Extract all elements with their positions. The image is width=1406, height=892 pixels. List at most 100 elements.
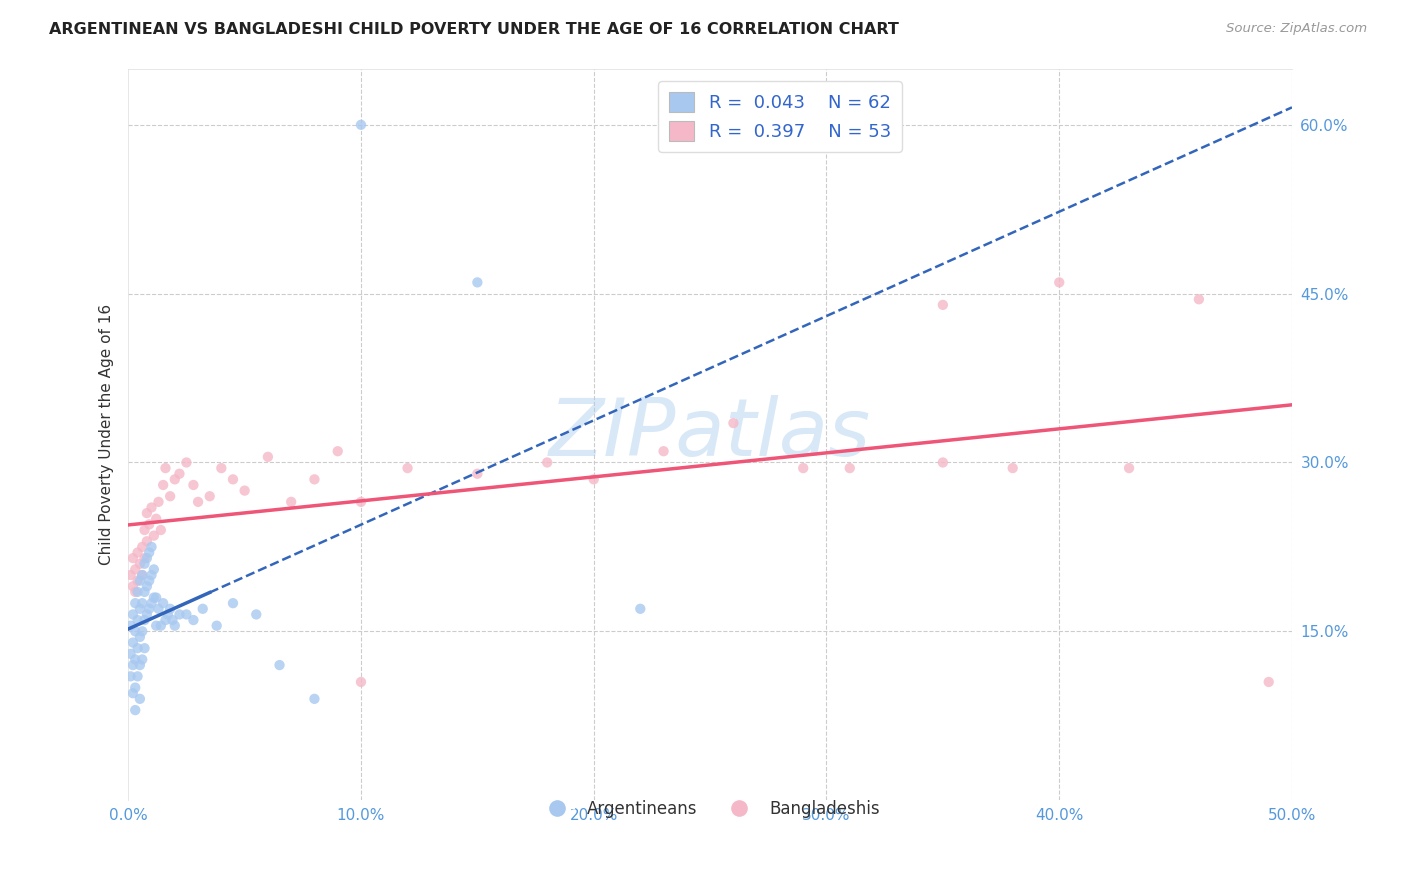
Point: [183, 478, 205, 492]
Point: [280, 495, 302, 509]
Point: [1118, 461, 1140, 475]
Point: [141, 500, 163, 515]
Point: [131, 568, 153, 582]
Point: [138, 545, 160, 559]
Point: [222, 472, 245, 486]
Point: [257, 450, 280, 464]
Point: [138, 517, 160, 532]
Point: [205, 618, 228, 632]
Point: [127, 574, 149, 588]
Point: [128, 574, 150, 588]
Point: [183, 613, 205, 627]
Point: [1188, 292, 1211, 306]
Legend: Argentineans, Bangladeshis: Argentineans, Bangladeshis: [534, 793, 887, 825]
Point: [128, 557, 150, 571]
Point: [304, 691, 326, 706]
Point: [152, 478, 174, 492]
Point: [191, 602, 214, 616]
Point: [122, 635, 145, 649]
Point: [127, 613, 149, 627]
Point: [467, 276, 489, 290]
Point: [127, 585, 149, 599]
Point: [135, 579, 157, 593]
Point: [134, 557, 156, 571]
Point: [159, 602, 181, 616]
Point: [145, 591, 167, 605]
Point: [304, 472, 326, 486]
Point: [149, 523, 172, 537]
Point: [152, 596, 174, 610]
Point: [138, 602, 160, 616]
Point: [124, 585, 146, 599]
Point: [134, 641, 156, 656]
Point: [233, 483, 256, 498]
Text: Source: ZipAtlas.com: Source: ZipAtlas.com: [1226, 22, 1367, 36]
Point: [124, 681, 146, 695]
Point: [932, 298, 955, 312]
Point: [124, 703, 146, 717]
Point: [135, 607, 157, 622]
Point: [128, 691, 150, 706]
Point: [122, 579, 145, 593]
Point: [156, 607, 179, 622]
Point: [142, 528, 165, 542]
Point: [131, 596, 153, 610]
Point: [128, 658, 150, 673]
Point: [176, 607, 198, 622]
Point: [128, 630, 150, 644]
Text: ZIPatlas: ZIPatlas: [550, 395, 872, 474]
Point: [120, 568, 142, 582]
Point: [145, 512, 167, 526]
Point: [582, 472, 605, 486]
Point: [131, 540, 153, 554]
Point: [187, 495, 209, 509]
Point: [142, 562, 165, 576]
Point: [163, 618, 186, 632]
Point: [134, 523, 156, 537]
Text: ARGENTINEAN VS BANGLADESHI CHILD POVERTY UNDER THE AGE OF 16 CORRELATION CHART: ARGENTINEAN VS BANGLADESHI CHILD POVERTY…: [49, 22, 898, 37]
Point: [141, 596, 163, 610]
Point: [122, 551, 145, 566]
Point: [932, 455, 955, 469]
Point: [209, 461, 232, 475]
Point: [169, 607, 191, 622]
Point: [169, 467, 191, 481]
Point: [122, 607, 145, 622]
Point: [245, 607, 267, 622]
Point: [124, 624, 146, 639]
Point: [628, 602, 651, 616]
Point: [269, 658, 291, 673]
Point: [124, 652, 146, 666]
Point: [145, 618, 167, 632]
Point: [350, 675, 373, 690]
Point: [396, 461, 419, 475]
Point: [148, 495, 170, 509]
Point: [198, 489, 221, 503]
Point: [131, 652, 153, 666]
Point: [131, 568, 153, 582]
Point: [138, 574, 160, 588]
Point: [122, 686, 145, 700]
Point: [120, 647, 142, 661]
Point: [142, 591, 165, 605]
Point: [176, 455, 198, 469]
Point: [723, 416, 745, 430]
Point: [134, 613, 156, 627]
Point: [120, 669, 142, 683]
Point: [134, 551, 156, 566]
Point: [131, 624, 153, 639]
Point: [1257, 675, 1279, 690]
Y-axis label: Child Poverty Under the Age of 16: Child Poverty Under the Age of 16: [100, 304, 114, 565]
Point: [141, 540, 163, 554]
Point: [148, 602, 170, 616]
Point: [135, 534, 157, 549]
Point: [163, 472, 186, 486]
Point: [120, 618, 142, 632]
Point: [135, 506, 157, 520]
Point: [127, 669, 149, 683]
Point: [128, 602, 150, 616]
Point: [222, 596, 245, 610]
Point: [350, 495, 373, 509]
Point: [350, 118, 373, 132]
Point: [159, 489, 181, 503]
